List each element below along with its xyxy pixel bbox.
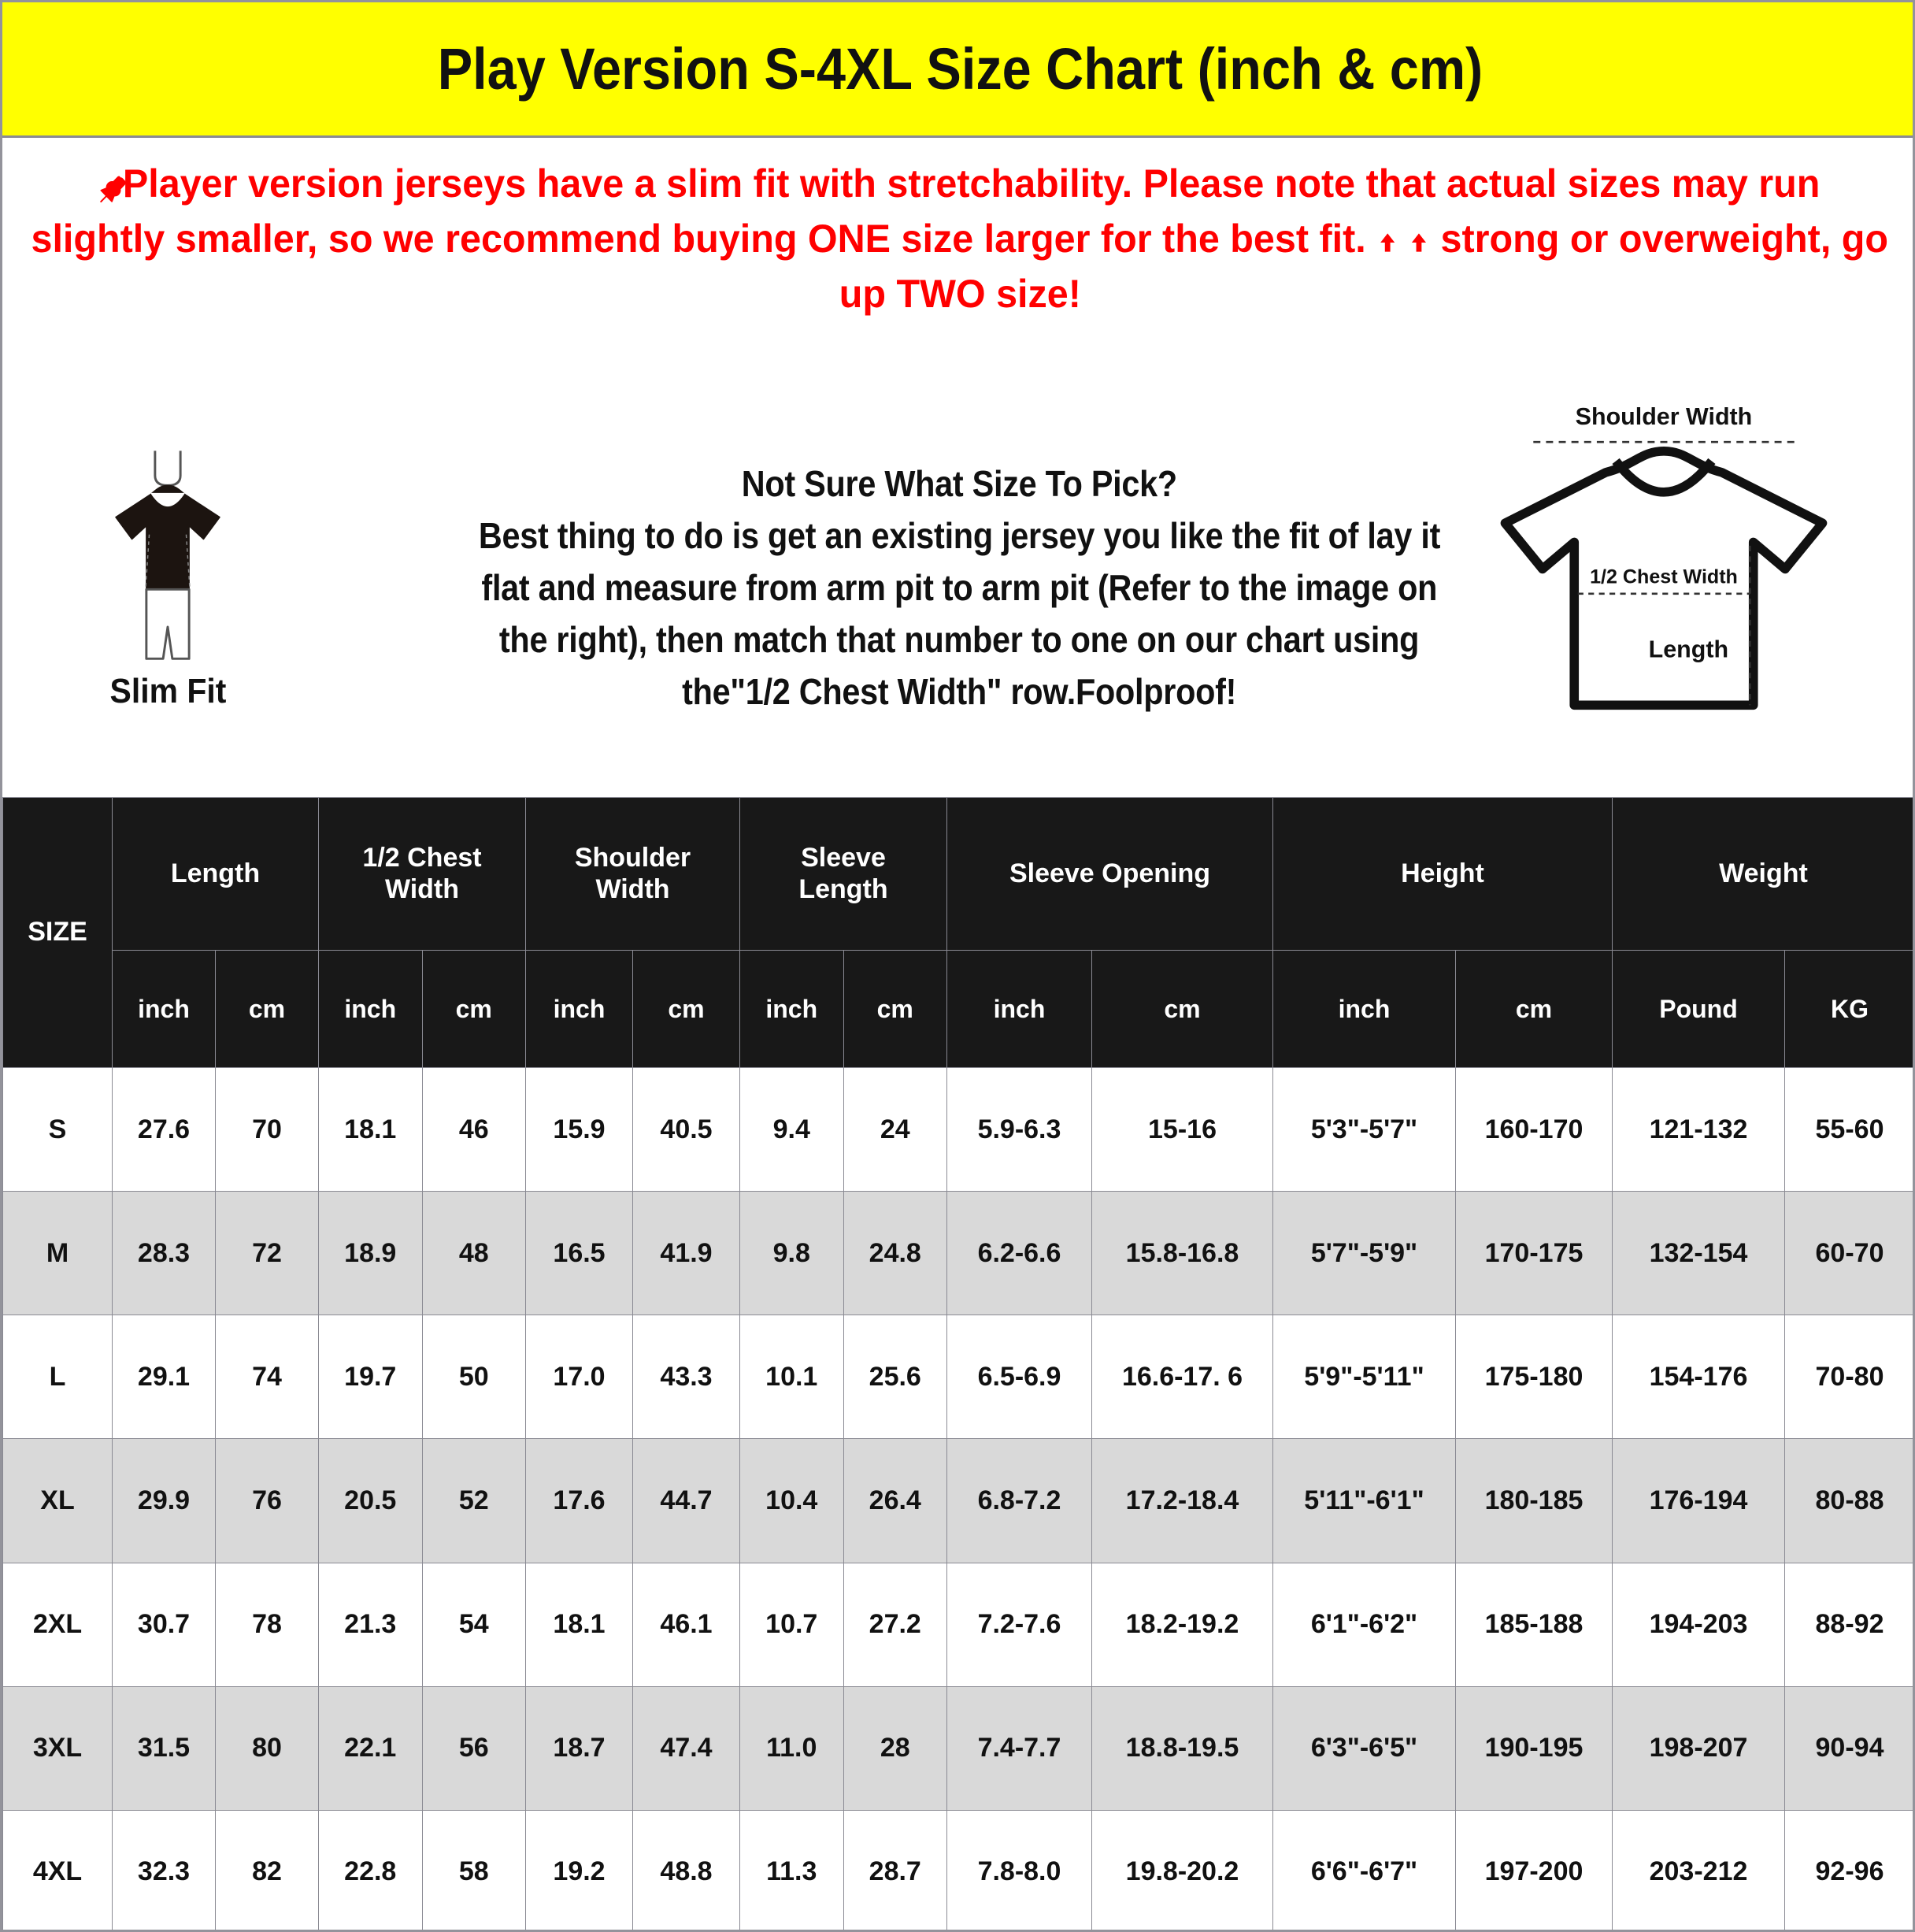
svg-text:Shoulder Width: Shoulder Width [1576, 403, 1753, 430]
svg-text:1/2 Chest Width: 1/2 Chest Width [1590, 566, 1738, 588]
svg-text:Length: Length [1649, 636, 1728, 662]
